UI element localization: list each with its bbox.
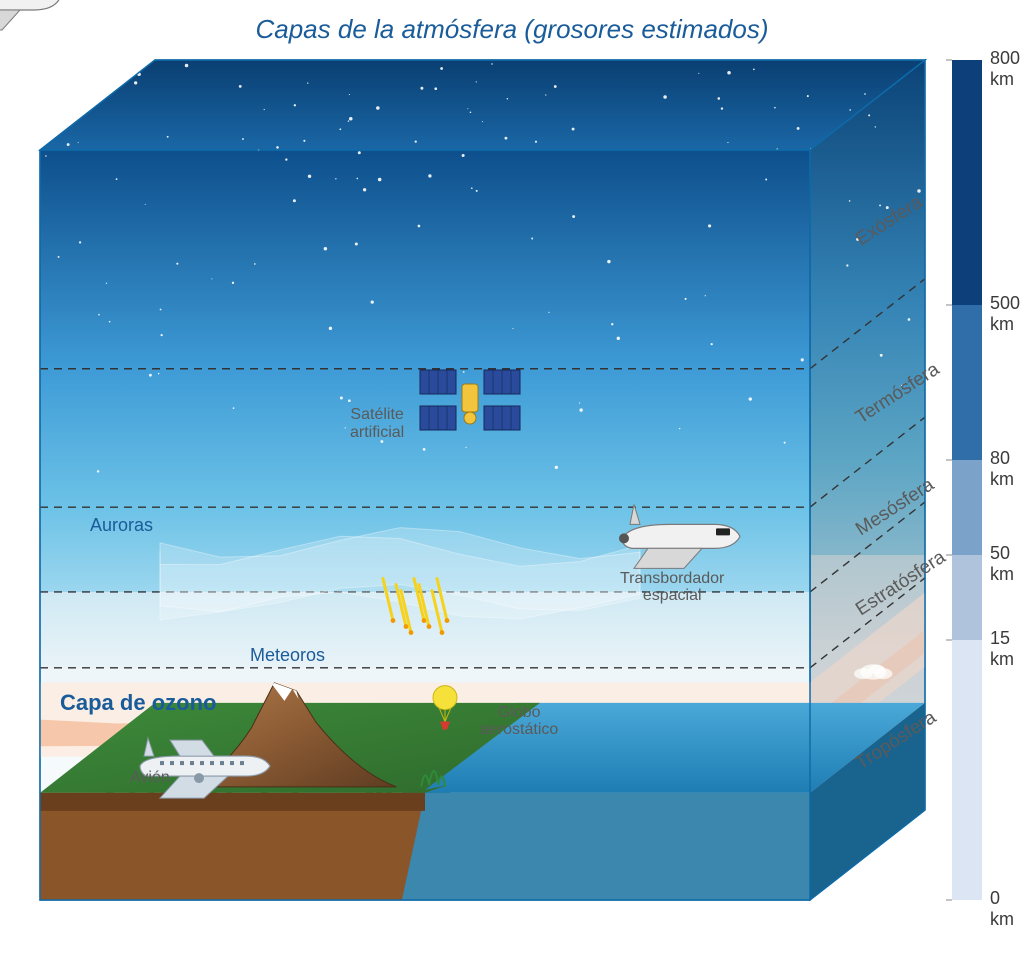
shuttle-label: Transbordadorespacial — [620, 570, 724, 605]
scale-segment — [952, 60, 982, 305]
balloon-label: Globoaerostático — [480, 704, 558, 739]
scale-tick-label: 800 km — [990, 48, 1024, 90]
ozone-layer-label: Capa de ozono — [60, 690, 216, 716]
scale-tick-label: 15 km — [990, 628, 1024, 670]
scale-tick-label: 500 km — [990, 293, 1024, 335]
scale-segment — [952, 640, 982, 900]
plane-label: Avión — [130, 769, 170, 787]
scale-tick-label: 50 km — [990, 543, 1024, 585]
scale-segment — [952, 460, 982, 555]
scale-tick-label: 80 km — [990, 448, 1024, 490]
auroras-label: Auroras — [90, 516, 153, 536]
satellite-label: Satéliteartificial — [350, 406, 404, 441]
scale-segment — [952, 305, 982, 460]
scale-segment — [952, 555, 982, 640]
meteors-label: Meteoros — [250, 646, 325, 666]
scale-tick-label: 0 km — [990, 888, 1024, 930]
atmosphere-diagram — [0, 0, 1024, 970]
